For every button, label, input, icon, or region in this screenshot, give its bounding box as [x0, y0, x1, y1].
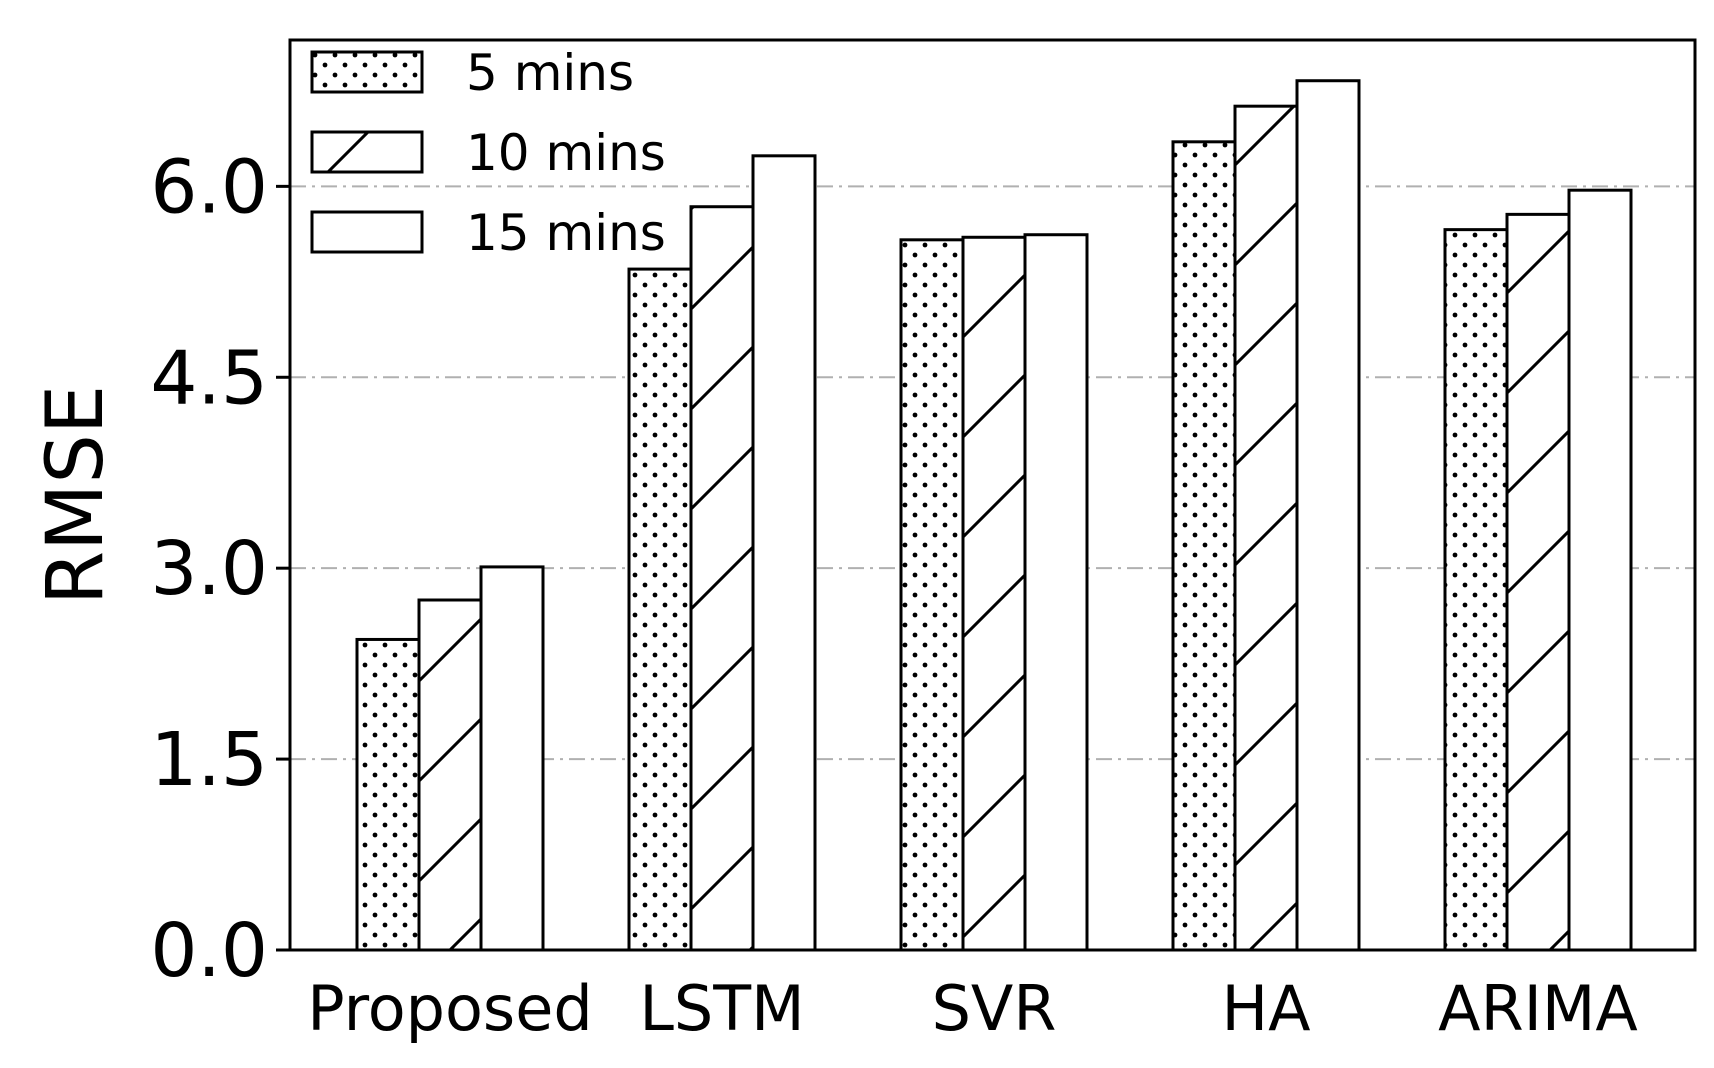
y-tick-label: 6.0	[150, 144, 268, 230]
bar-svr-5-mins	[899, 238, 965, 952]
y-tick-label: 0.0	[150, 908, 268, 994]
legend: 5 mins 10 mins 15 mins	[310, 44, 666, 262]
x-category-label: ARIMA	[1438, 972, 1638, 1045]
bar-arima-15-mins	[1567, 188, 1633, 952]
bar-ha-15-mins	[1295, 79, 1361, 952]
bar-proposed-15-mins	[479, 565, 545, 952]
bar-svr-15-mins	[1023, 233, 1089, 952]
bar-lstm-5-mins	[627, 267, 693, 952]
bar-svr-10-mins	[961, 235, 1027, 952]
legend-swatch	[310, 130, 424, 174]
legend-swatch	[310, 210, 424, 254]
bar-ha-5-mins	[1171, 140, 1237, 952]
legend-label: 10 mins	[466, 124, 666, 182]
y-axis-ticks: 0.0 1.5 3.0 4.5 6.0	[150, 144, 290, 994]
plot-frame	[288, 38, 1697, 952]
bar-ha-10-mins	[1233, 104, 1299, 952]
legend-swatch	[310, 50, 424, 94]
bar-proposed-5-mins	[355, 637, 421, 952]
bar-arima-5-mins	[1443, 228, 1509, 952]
y-tick-label: 4.5	[150, 335, 268, 421]
legend-label: 5 mins	[466, 44, 634, 102]
x-category-label: SVR	[932, 972, 1057, 1045]
y-axis-title: RMSE	[31, 385, 121, 605]
x-axis-labels: Proposed LSTM SVR HA ARIMA	[307, 972, 1638, 1045]
bar-arima-10-mins	[1505, 212, 1571, 952]
y-tick-label: 1.5	[150, 717, 268, 803]
x-category-label: Proposed	[307, 972, 592, 1045]
y-tick-label: 3.0	[150, 526, 268, 612]
bar-lstm-10-mins	[689, 205, 755, 952]
x-category-label: LSTM	[639, 972, 804, 1045]
bar-lstm-15-mins	[751, 154, 817, 952]
x-category-label: HA	[1221, 972, 1310, 1045]
bar-proposed-10-mins	[417, 598, 483, 952]
legend-label: 15 mins	[466, 204, 666, 262]
